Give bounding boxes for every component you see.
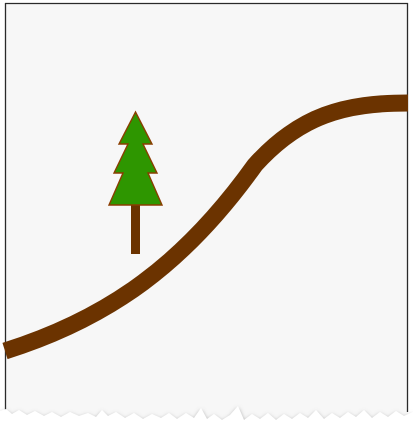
- tree-foliage: [107, 110, 164, 206]
- pine-tree-icon: [107, 110, 164, 254]
- tree-trunk: [131, 203, 140, 254]
- torn-paper-edge: [0, 406, 413, 440]
- brown-slope-track: [2, 94, 409, 360]
